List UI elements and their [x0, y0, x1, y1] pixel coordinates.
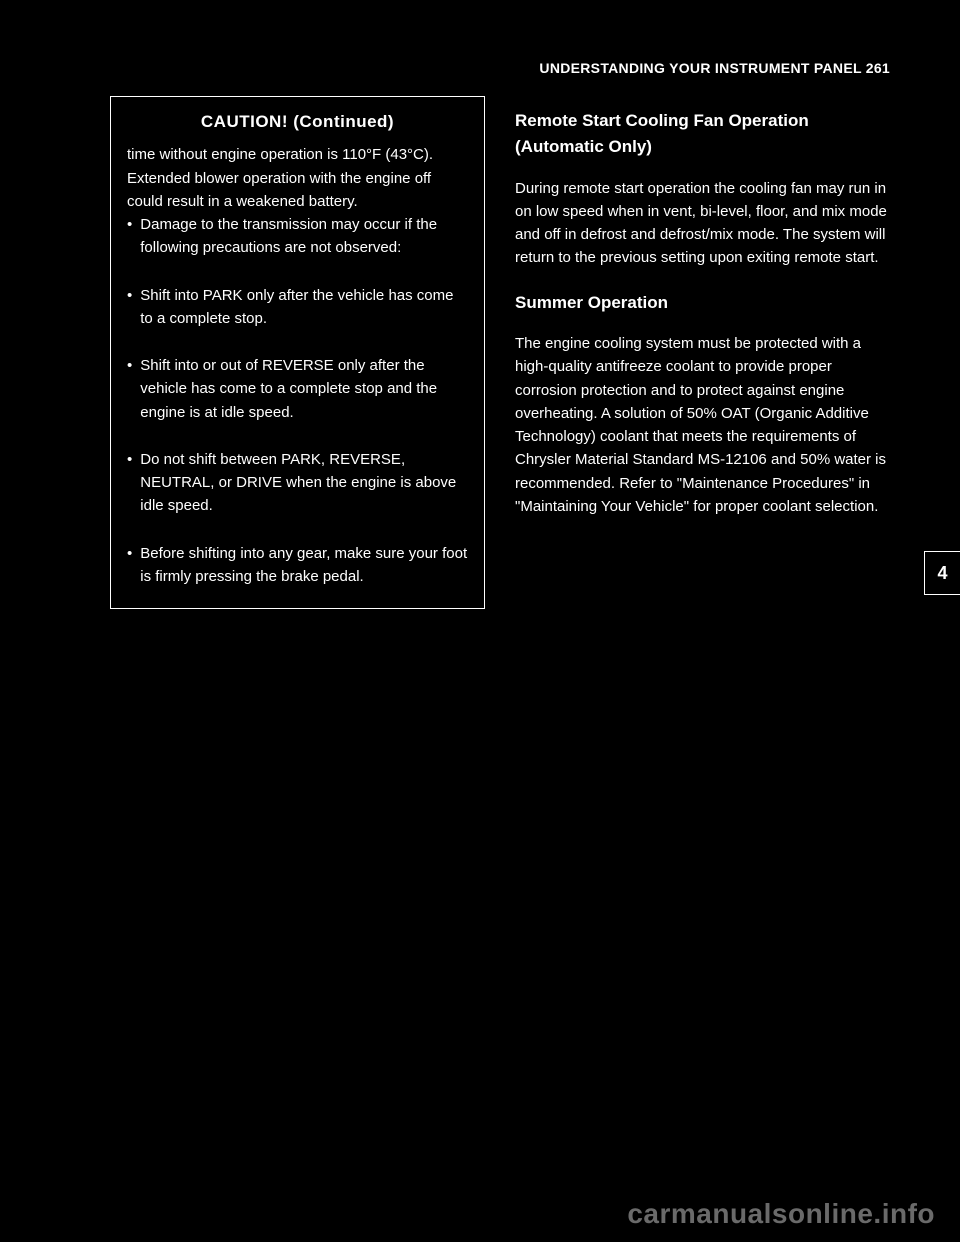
caution-body: time without engine operation is 110°F (…	[127, 143, 468, 213]
bullet-icon: •	[127, 284, 132, 331]
section-heading: Summer Operation	[515, 290, 890, 316]
bullet-icon: •	[127, 354, 132, 424]
caution-bullet: • Shift into PARK only after the vehicle…	[127, 284, 468, 331]
right-column: Remote Start Cooling Fan Operation (Auto…	[515, 96, 890, 1202]
caution-title: CAUTION! (Continued)	[127, 109, 468, 135]
section-tab: 4	[924, 551, 960, 595]
bullet-icon: •	[127, 542, 132, 589]
caution-bullet: • Before shifting into any gear, make su…	[127, 542, 468, 589]
watermark-text: carmanualsonline.info	[627, 1198, 935, 1230]
caution-bullet: • Damage to the transmission may occur i…	[127, 213, 468, 260]
bullet-icon: •	[127, 448, 132, 518]
body-text: The engine cooling system must be protec…	[515, 332, 890, 518]
body-text: During remote start operation the coolin…	[515, 177, 890, 270]
caution-box: CAUTION! (Continued) time without engine…	[110, 96, 485, 609]
caution-bullet: • Shift into or out of REVERSE only afte…	[127, 354, 468, 424]
left-column: CAUTION! (Continued) time without engine…	[110, 96, 485, 1202]
caution-bullet: • Do not shift between PARK, REVERSE, NE…	[127, 448, 468, 518]
bullet-icon: •	[127, 213, 132, 260]
section-heading: Remote Start Cooling Fan Operation (Auto…	[515, 108, 890, 161]
page-header: UNDERSTANDING YOUR INSTRUMENT PANEL 261	[110, 60, 890, 76]
content-columns: CAUTION! (Continued) time without engine…	[110, 96, 890, 1202]
